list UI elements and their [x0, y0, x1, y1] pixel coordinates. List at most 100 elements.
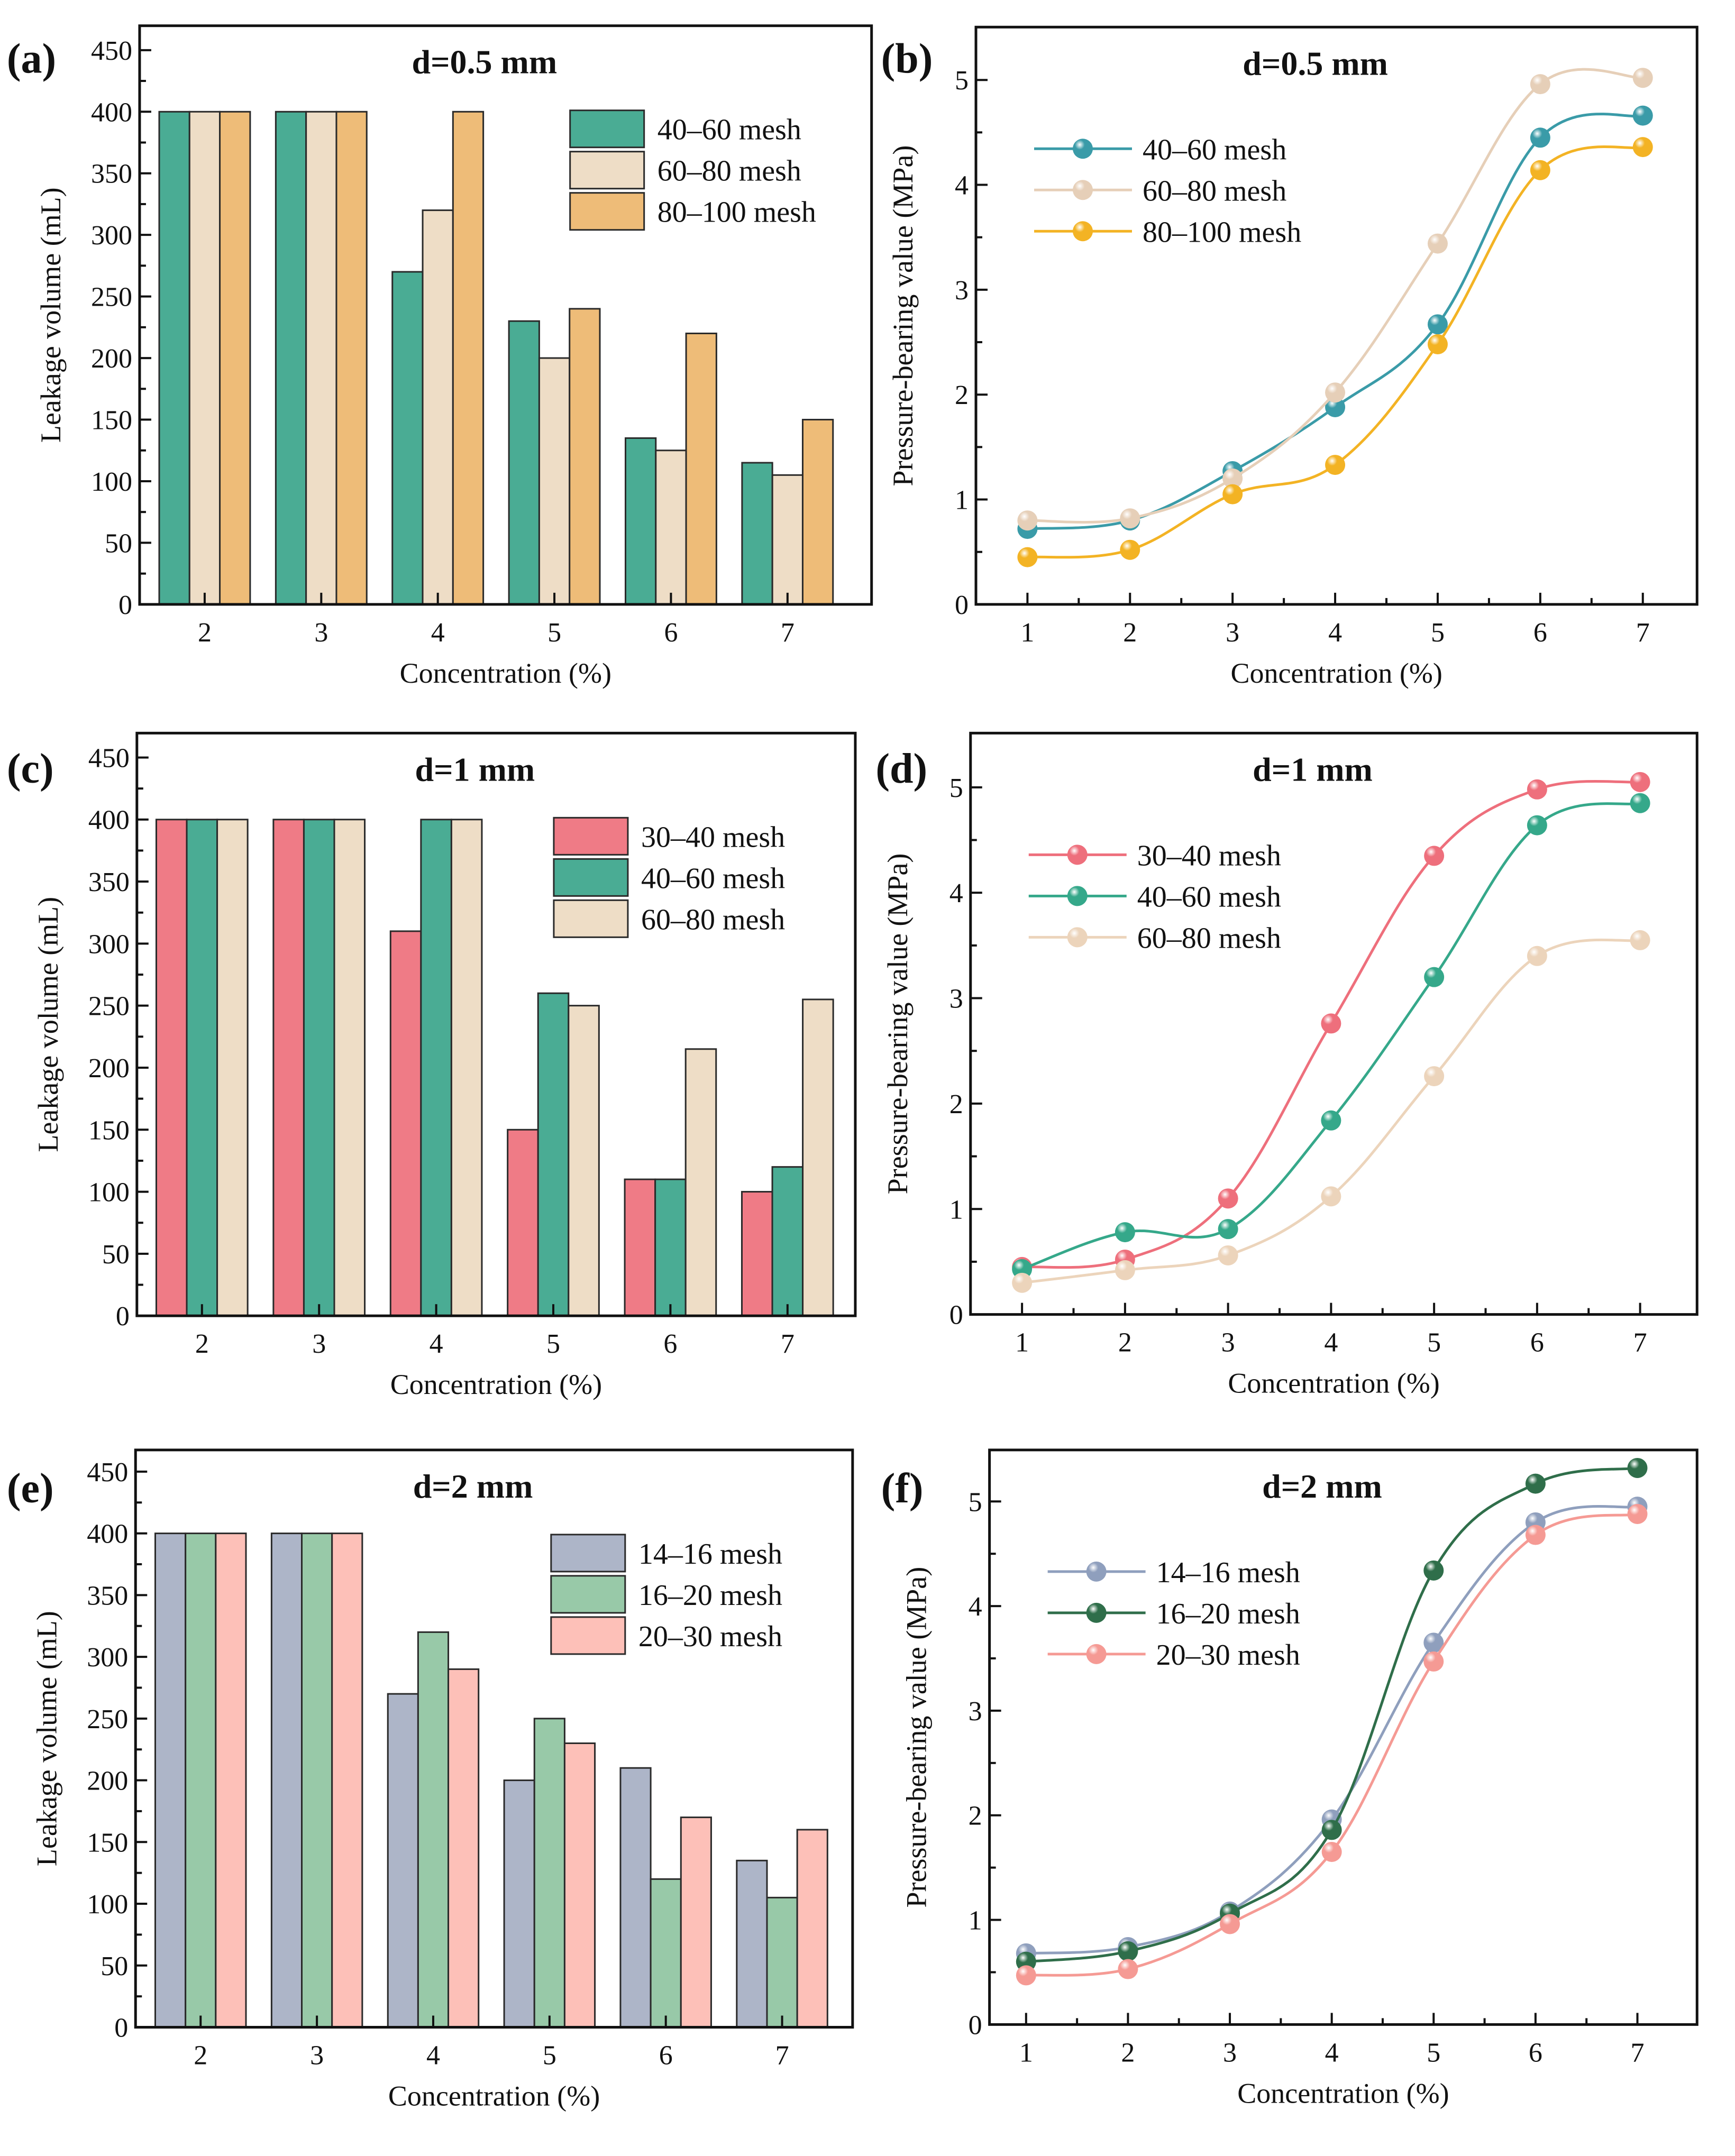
x-tick-label: 7	[1636, 618, 1650, 648]
y-axis-title: Leakage volume (mL)	[35, 187, 67, 443]
y-tick-label: 0	[969, 2010, 982, 2040]
legend-label: 40–60 mesh	[658, 114, 801, 146]
x-tick-label: 4	[426, 2041, 440, 2071]
bar	[684, 1048, 717, 1317]
bar	[158, 111, 190, 605]
legend-swatch	[550, 1616, 626, 1655]
bar	[538, 357, 571, 605]
data-point	[1530, 74, 1550, 95]
data-point	[1222, 484, 1243, 504]
data-point	[1630, 793, 1650, 813]
data-point	[1423, 1560, 1444, 1581]
x-tick-label: 5	[547, 618, 561, 648]
bar	[655, 449, 687, 605]
y-tick-label: 4	[949, 878, 963, 909]
series-line	[1027, 68, 1643, 524]
data-point	[1525, 1473, 1546, 1494]
data-point	[1325, 455, 1346, 475]
y-tick-label: 450	[88, 743, 130, 773]
y-tick-label: 350	[88, 867, 130, 897]
y-tick-label: 100	[88, 1178, 130, 1208]
data-point	[1220, 1914, 1240, 1934]
bar	[741, 462, 773, 605]
y-tick-label: 250	[91, 282, 132, 313]
bar	[507, 1129, 539, 1317]
data-point	[1321, 1820, 1342, 1840]
x-tick-label: 2	[1118, 1328, 1132, 1358]
x-tick-label: 2	[195, 1329, 209, 1359]
y-tick-label: 4	[969, 1592, 982, 1622]
panel-label: (b)	[881, 35, 933, 82]
x-tick-label: 5	[1427, 2038, 1440, 2068]
bar	[619, 1767, 652, 2028]
x-tick-label: 4	[430, 1329, 443, 1359]
panel-label: (e)	[7, 1465, 54, 1512]
y-tick-label: 100	[87, 1889, 128, 1920]
legend-label: 40–60 mesh	[1137, 880, 1281, 913]
x-tick-label: 6	[664, 618, 678, 648]
legend-marker	[1067, 927, 1088, 948]
y-tick-label: 1	[949, 1195, 963, 1225]
data-point	[1627, 1503, 1648, 1524]
bar	[533, 1718, 565, 2028]
data-point	[1527, 779, 1547, 800]
bar	[508, 320, 540, 605]
bar	[685, 332, 717, 605]
bar	[155, 819, 188, 1317]
plot-frame	[135, 731, 857, 1317]
x-axis-title: Concentration (%)	[1228, 1368, 1439, 1399]
data-point	[1321, 1841, 1342, 1862]
legend-swatch	[553, 858, 629, 897]
bar	[741, 1191, 773, 1317]
data-point	[1424, 846, 1445, 866]
y-tick-label: 150	[88, 1115, 130, 1145]
bar	[188, 111, 221, 605]
x-tick-label: 2	[1121, 2038, 1135, 2068]
legend-label: 60–80 mesh	[1137, 922, 1281, 955]
legend-swatch	[569, 109, 645, 149]
x-axis-title: Concentration (%)	[390, 1369, 602, 1400]
y-tick-label: 0	[118, 590, 132, 620]
data-point	[1527, 946, 1547, 966]
bar	[215, 1533, 247, 2028]
legend-swatch	[569, 192, 645, 231]
y-tick-label: 300	[88, 929, 130, 959]
bar	[680, 1816, 712, 2028]
x-tick-label: 4	[1328, 618, 1342, 648]
legend-marker	[1073, 180, 1093, 200]
bar	[303, 819, 335, 1317]
x-tick-label: 6	[1533, 618, 1547, 648]
legend-marker	[1086, 1561, 1107, 1582]
legend-marker	[1067, 886, 1088, 906]
bar	[420, 819, 452, 1317]
y-tick-label: 400	[88, 805, 130, 836]
y-tick-label: 1	[955, 485, 969, 516]
y-axis-title: Pressure-bearing value (MPa)	[901, 1567, 933, 1908]
legend-marker	[1073, 139, 1093, 159]
y-tick-label: 100	[91, 467, 132, 497]
y-tick-label: 3	[969, 1696, 982, 1727]
data-point	[1321, 1110, 1341, 1131]
data-point	[1627, 1457, 1648, 1478]
legend-swatch	[553, 816, 629, 856]
legend-swatch	[550, 1534, 626, 1573]
series-line	[1026, 1504, 1638, 1955]
legend-marker	[1073, 221, 1093, 242]
data-point	[1427, 334, 1448, 354]
legend-swatch	[553, 899, 629, 938]
panel-title: d=1 mm	[415, 750, 535, 788]
data-point	[1321, 1186, 1341, 1207]
legend-label: 16–20 mesh	[638, 1579, 782, 1612]
data-point	[1118, 1941, 1138, 1961]
legend-marker	[1086, 1644, 1107, 1664]
y-tick-label: 0	[116, 1301, 130, 1332]
data-point	[1012, 1272, 1033, 1293]
data-point	[1632, 137, 1653, 158]
x-tick-label: 3	[312, 1329, 326, 1359]
panel-title: d=0.5 mm	[1243, 44, 1388, 82]
x-tick-label: 4	[1325, 2038, 1339, 2068]
plot-frame	[134, 1448, 854, 2029]
panel-title: d=2 mm	[413, 1467, 533, 1505]
series-line	[1026, 1512, 1638, 1977]
y-tick-label: 400	[87, 1519, 128, 1549]
